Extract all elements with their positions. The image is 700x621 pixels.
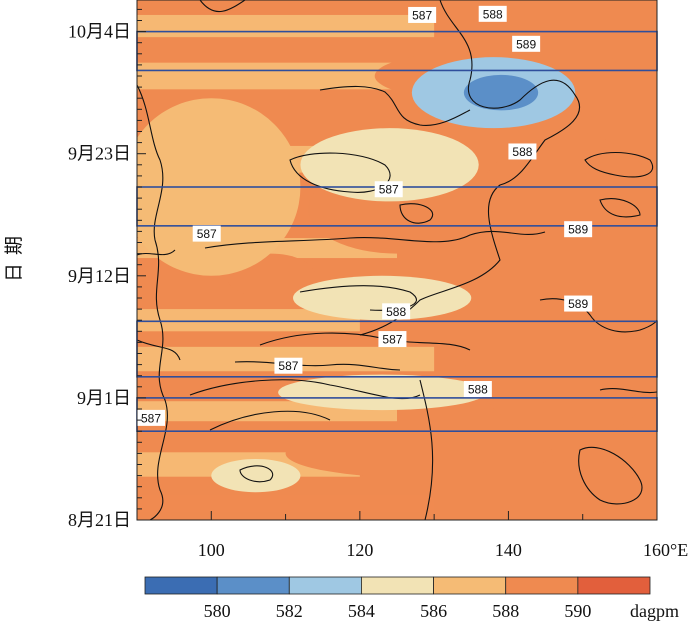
contour-label-text: 589 xyxy=(568,223,588,237)
colorbar-tick-label: 590 xyxy=(564,601,591,621)
colorbar-swatch xyxy=(577,576,651,595)
contour-label-text: 588 xyxy=(468,383,488,397)
colorbar-swatch xyxy=(361,576,434,595)
contour-line xyxy=(239,465,273,483)
colorbar: 580 582 584 586 588 590 dagpm xyxy=(144,576,679,621)
y-tick-label: 9月23日 xyxy=(68,144,131,164)
contour-label: 588 xyxy=(463,381,492,398)
x-tick-label: 120 xyxy=(346,540,373,560)
contour-label-bg xyxy=(382,303,411,320)
contour-label-text: 588 xyxy=(386,305,406,319)
contour-label: 587 xyxy=(374,181,403,198)
contour-label: 588 xyxy=(508,143,537,160)
contour-label-bg xyxy=(508,143,537,160)
contour-line xyxy=(599,198,641,218)
contour-labels: 587 588 589 588 587 587 589 589 588 587 587 588 587 xyxy=(137,5,593,426)
contour-line xyxy=(204,230,546,249)
contour-line xyxy=(359,0,581,336)
contour-line xyxy=(209,410,331,431)
field-cell xyxy=(300,128,479,202)
contour-line xyxy=(578,446,643,505)
contour-label-text: 589 xyxy=(568,297,588,311)
colorbar-swatch xyxy=(144,576,218,595)
field-band xyxy=(137,62,397,90)
contour-label-bg xyxy=(463,381,492,398)
contour-label: 587 xyxy=(408,6,437,23)
contour-line xyxy=(137,339,181,361)
colorbar-tick-label: 582 xyxy=(276,601,303,621)
field-cell xyxy=(463,74,539,111)
contour-label-bg xyxy=(137,409,165,426)
contour-label: 588 xyxy=(478,5,507,22)
contour-line xyxy=(599,388,657,394)
contour-line xyxy=(199,0,246,12)
contour-line xyxy=(319,85,471,126)
colorbar-tick-label: 580 xyxy=(204,601,231,621)
contour-label-bg xyxy=(512,35,541,52)
contour-label: 589 xyxy=(564,295,593,312)
contour-label-bg xyxy=(564,295,593,312)
contour-line xyxy=(584,152,654,178)
contour-label: 587 xyxy=(378,331,407,348)
colorbar-swatch xyxy=(288,576,362,595)
x-tick-label: 140 xyxy=(495,540,522,560)
colorbar-tick-label: 586 xyxy=(420,601,447,621)
contour-label-text: 589 xyxy=(516,37,536,51)
contour-label-text: 587 xyxy=(412,8,432,22)
field-cell xyxy=(285,428,553,478)
contour-label-bg xyxy=(408,6,437,23)
colorbar-tick-label: 588 xyxy=(492,601,519,621)
contour-line xyxy=(399,203,433,224)
field-band xyxy=(137,494,435,513)
contour-label-bg xyxy=(378,331,407,348)
contour-label-bg xyxy=(274,357,303,374)
contour-line xyxy=(419,379,434,520)
contour-label-bg xyxy=(564,221,593,238)
colorbar-tick-label: 584 xyxy=(348,601,375,621)
field-cell xyxy=(278,374,487,411)
contour-label-text: 587 xyxy=(382,333,402,347)
y-tick-label: 9月12日 xyxy=(68,266,131,286)
contour-line xyxy=(137,84,168,520)
contour-label: 588 xyxy=(382,303,411,320)
geopotential-field xyxy=(137,0,657,520)
contour-label-bg xyxy=(478,5,507,22)
contour-label: 589 xyxy=(512,35,541,52)
y-tick-label: 10月4日 xyxy=(68,22,131,42)
colorbar-unit: dagpm xyxy=(630,601,679,621)
y-axis-label: 日期 xyxy=(3,228,25,282)
contour-label: 587 xyxy=(192,225,221,242)
field-cell xyxy=(211,458,301,493)
x-axis: 100 120 140 160°E xyxy=(136,511,688,560)
colorbar-swatch xyxy=(216,576,290,595)
y-tick-label: 9月1日 xyxy=(77,388,131,408)
y-tick-label: 8月21日 xyxy=(68,510,131,530)
contour-label-text: 587 xyxy=(379,183,399,197)
y-axis: 8月21日 9月1日 9月12日 9月23日 10月4日 xyxy=(68,8,146,530)
colorbar-swatch xyxy=(505,576,579,595)
contour-label: 589 xyxy=(564,221,593,238)
x-tick-label: 160°E xyxy=(643,540,688,560)
contour-label-text: 587 xyxy=(197,227,217,241)
contour-label-text: 587 xyxy=(278,359,298,373)
field-band xyxy=(137,309,360,332)
contour-label-bg xyxy=(192,225,221,242)
contour-label: 587 xyxy=(274,357,303,374)
contour-label: 587 xyxy=(137,409,165,426)
plot-area xyxy=(137,0,657,520)
contour-line xyxy=(137,249,176,256)
colorbar-swatch xyxy=(433,576,507,595)
field-band xyxy=(137,14,435,38)
contour-label-text: 588 xyxy=(483,7,503,21)
plot-frame xyxy=(136,0,658,521)
contour-line xyxy=(234,361,401,371)
x-tick-label: 100 xyxy=(198,540,225,560)
contour-label-text: 587 xyxy=(141,411,161,425)
contour-label-text: 588 xyxy=(512,145,532,159)
contour-label-bg xyxy=(374,181,403,198)
